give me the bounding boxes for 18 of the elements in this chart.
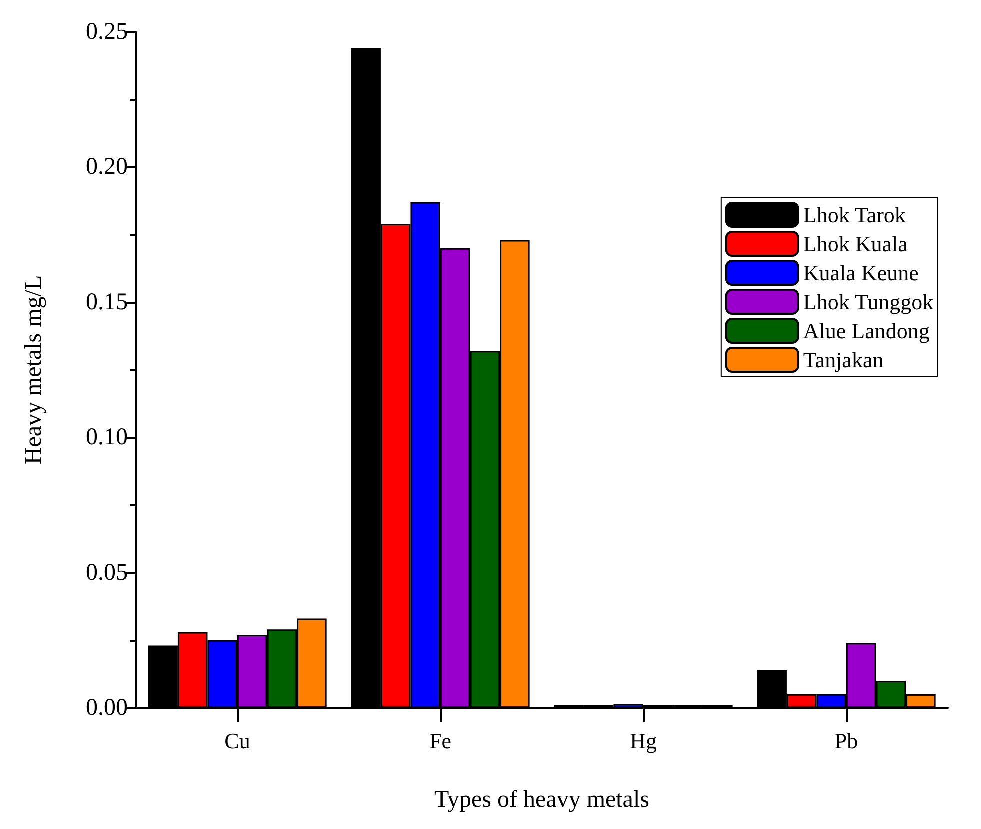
x-tick-label: Pb [834, 728, 858, 754]
x-axis-title: Types of heavy metals [434, 787, 650, 813]
x-tick-label: Fe [430, 728, 452, 754]
y-tick-label: 0.25 [86, 19, 128, 45]
legend-label: Lhok Kuala [803, 232, 908, 256]
legend-label: Lhok Tarok [803, 202, 906, 228]
x-tick-label: Cu [224, 728, 250, 754]
legend-label: Alue Landong [803, 318, 930, 344]
y-tick-label: 0.20 [86, 154, 128, 180]
legend-label: Tanjakan [803, 348, 884, 372]
y-tick-label: 0.15 [86, 289, 128, 316]
y-tick-label: 0.05 [86, 560, 128, 586]
y-tick-label: 0.00 [86, 695, 128, 721]
legend-label: Kuala Keune [803, 260, 919, 286]
x-tick-label: Hg [630, 728, 657, 754]
y-tick-label: 0.10 [86, 424, 128, 451]
y-axis-title: Heavy metals mg/L [21, 275, 47, 465]
legend-label: Lhok Tunggok [803, 290, 934, 314]
